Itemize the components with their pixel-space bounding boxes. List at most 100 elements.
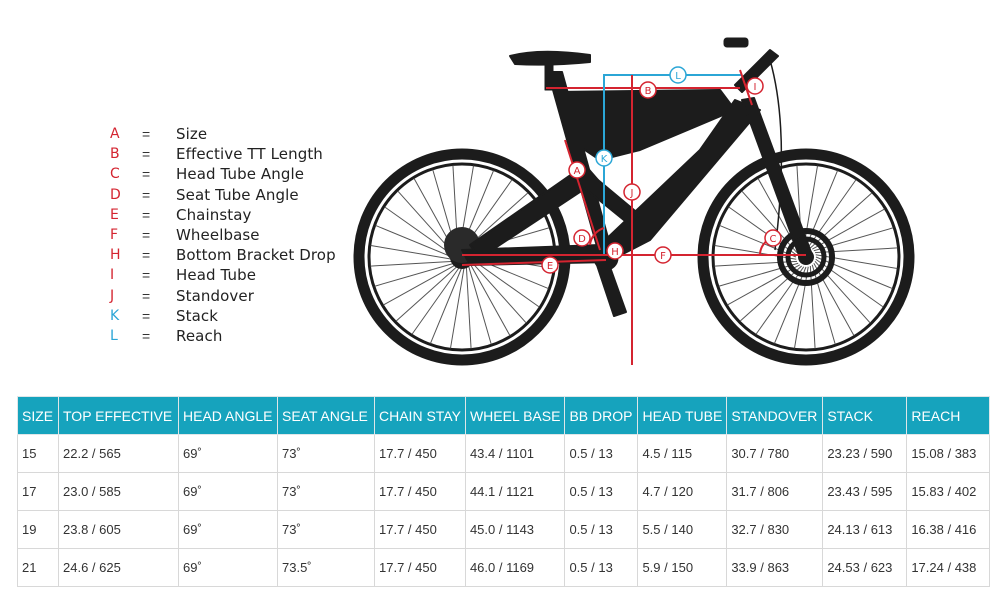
- table-cell: 23.23 / 590: [822, 434, 908, 473]
- column-header: HEAD ANGLE: [178, 396, 278, 435]
- legend-label: Effective TT Length: [176, 145, 323, 164]
- table-cell: 17.7 / 450: [374, 510, 466, 549]
- spoke: [384, 206, 453, 256]
- table-cell: 17.7 / 450: [374, 472, 466, 511]
- legend-equals: =: [142, 166, 151, 183]
- disc-rotor: [785, 236, 827, 278]
- column-header: SIZE: [17, 396, 59, 435]
- spoke: [809, 265, 816, 349]
- table-cell: 15.08 / 383: [906, 434, 991, 473]
- table-cell: 46.0 / 1169: [464, 548, 566, 587]
- legend-equals: =: [142, 206, 151, 223]
- svg-text:L: L: [675, 71, 681, 82]
- table-cell: 24.13 / 613: [822, 510, 908, 549]
- legend-letter: F: [110, 226, 119, 243]
- column-header: STACK: [822, 396, 908, 435]
- column-header: CHAIN STAY: [374, 396, 466, 435]
- marker-f: F: [654, 246, 672, 264]
- bike-frame: [461, 37, 813, 317]
- legend-equals: =: [142, 146, 151, 163]
- table-cell: 33.9 / 863: [726, 548, 824, 587]
- table-cell: 45.0 / 1143: [464, 510, 566, 549]
- table-cell: 24.53 / 623: [822, 548, 908, 587]
- table-cell: 73˚: [277, 472, 375, 511]
- column-header: REACH: [906, 396, 991, 435]
- marker-c: C: [764, 229, 782, 247]
- table-cell: 69˚: [178, 510, 278, 549]
- table-cell: 31.7 / 806: [726, 472, 824, 511]
- marker-d: D: [573, 229, 591, 247]
- table-row: 21 24.6 / 625 69˚ 73.5˚ 17.7 / 450 46.0 / 116…: [17, 548, 991, 587]
- table-cell: 24.6 / 625: [58, 548, 179, 587]
- table-cell: 4.5 / 115: [637, 434, 728, 473]
- geometry-table: SIZE TOP EFFECTIVE HEAD ANGLE SEAT ANGLE…: [17, 396, 991, 587]
- table-cell: 43.4 / 1101: [464, 434, 566, 473]
- legend-letter: E: [110, 206, 119, 223]
- svg-text:E: E: [547, 261, 553, 272]
- legend-item: C = Head Tube Angle: [108, 164, 368, 184]
- table-cell: 15: [17, 434, 59, 473]
- table-row: 17 23.0 / 585 69˚ 73˚ 17.7 / 450 44.1 / 1121 0…: [17, 472, 991, 511]
- table-cell: 17.7 / 450: [374, 434, 466, 473]
- spoke: [397, 190, 454, 253]
- legend-label: Size: [176, 125, 208, 143]
- svg-text:B: B: [645, 86, 652, 97]
- table-cell: 30.7 / 780: [726, 434, 824, 473]
- measurement-markers: A B C D E F H I J K L: [541, 66, 782, 274]
- legend-equals: =: [142, 247, 151, 264]
- svg-text:J: J: [630, 188, 634, 199]
- marker-l: L: [669, 66, 687, 84]
- table-cell: 16.38 / 416: [906, 510, 991, 549]
- legend-letter: D: [110, 186, 121, 203]
- legend-item: H = Bottom Bracket Drop: [108, 245, 368, 265]
- column-header: TOP EFFECTIVE: [58, 396, 179, 435]
- table-cell: 0.5 / 13: [564, 472, 639, 511]
- legend-label: Head Tube Angle: [176, 165, 305, 184]
- spoke: [714, 260, 798, 267]
- column-header: SEAT ANGLE: [277, 396, 375, 435]
- spoke: [370, 244, 453, 260]
- front-wheel: [697, 148, 915, 366]
- table-cell: 69˚: [178, 434, 278, 473]
- table-header-row: SIZE TOP EFFECTIVE HEAD ANGLE SEAT ANGLE…: [17, 396, 991, 435]
- spoke: [813, 262, 855, 336]
- marker-e: E: [541, 256, 559, 274]
- table-row: 15 22.2 / 565 69˚ 73˚ 17.7 / 450 43.4 / 1101 0…: [17, 434, 991, 473]
- table-cell: 0.5 / 13: [564, 510, 639, 549]
- legend-letter: I: [110, 267, 115, 284]
- legend-item: E = Chainstay: [108, 205, 368, 225]
- legend-equals: =: [142, 126, 151, 142]
- spoke: [370, 260, 454, 267]
- legend-letter: B: [110, 146, 120, 163]
- spoke: [465, 265, 472, 349]
- table-cell: 22.2 / 565: [58, 434, 179, 473]
- legend-equals: =: [142, 327, 151, 344]
- legend-item: B = Effective TT Length: [108, 144, 368, 164]
- table-cell: 15.83 / 402: [906, 472, 991, 511]
- marker-k: K: [595, 149, 613, 167]
- table-cell: 0.5 / 13: [564, 548, 639, 587]
- svg-text:A: A: [574, 166, 581, 177]
- table-cell: 17: [17, 472, 59, 511]
- spoke: [469, 262, 511, 336]
- table-cell: 5.5 / 140: [637, 510, 728, 549]
- legend-label: Bottom Bracket Drop: [176, 246, 336, 265]
- table-cell: 23.8 / 605: [58, 510, 179, 549]
- legend-letter: A: [110, 126, 120, 142]
- table-cell: 23.43 / 595: [822, 472, 908, 511]
- svg-text:F: F: [660, 251, 666, 262]
- legend-letter: H: [110, 247, 121, 264]
- spoke: [383, 264, 457, 306]
- table-cell: 73.5˚: [277, 548, 375, 587]
- spoke: [811, 208, 885, 250]
- table-cell: 21: [17, 548, 59, 587]
- marker-h: H: [606, 242, 624, 260]
- legend-label: Chainstay: [176, 205, 252, 224]
- legend-item: K = Stack: [108, 306, 368, 326]
- legend-label: Head Tube: [176, 266, 257, 285]
- legend-label: Wheelbase: [176, 225, 260, 244]
- table-cell: 17.7 / 450: [374, 548, 466, 587]
- bike-illustration: [353, 37, 915, 366]
- svg-text:K: K: [601, 154, 608, 165]
- spoke: [727, 264, 801, 306]
